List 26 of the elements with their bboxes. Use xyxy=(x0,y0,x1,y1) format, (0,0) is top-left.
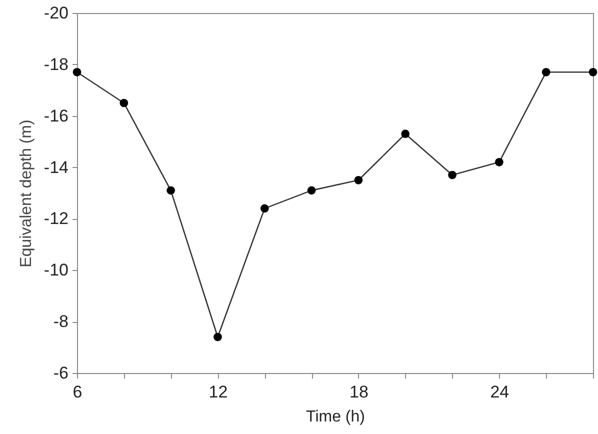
x-tick-label: 12 xyxy=(208,382,228,402)
y-tick-label: -12 xyxy=(44,209,68,228)
x-tick-label: 6 xyxy=(72,382,82,402)
y-tick-label: -20 xyxy=(44,4,68,22)
point xyxy=(448,170,456,180)
y-tick-label: -14 xyxy=(44,158,68,177)
point xyxy=(166,186,175,195)
point xyxy=(120,98,128,108)
point xyxy=(307,186,316,195)
y-tick-label: -18 xyxy=(44,54,68,74)
point xyxy=(214,332,222,342)
point xyxy=(542,68,550,76)
y-tick-label: -10 xyxy=(44,260,68,280)
point xyxy=(401,130,410,138)
x-tick-label: 24 xyxy=(490,382,510,402)
point xyxy=(260,204,269,213)
point xyxy=(72,68,82,76)
x-tick-label: 18 xyxy=(349,382,368,402)
y-tick-label: -16 xyxy=(44,106,68,126)
point xyxy=(588,68,598,76)
y-axis-title: Equivalent depth (m) xyxy=(18,120,35,268)
point xyxy=(495,158,504,166)
y-tick-label: -6 xyxy=(53,364,68,382)
point xyxy=(354,176,363,184)
x-axis-title: Time (h) xyxy=(306,408,365,426)
y-tick-label: -8 xyxy=(53,312,68,332)
